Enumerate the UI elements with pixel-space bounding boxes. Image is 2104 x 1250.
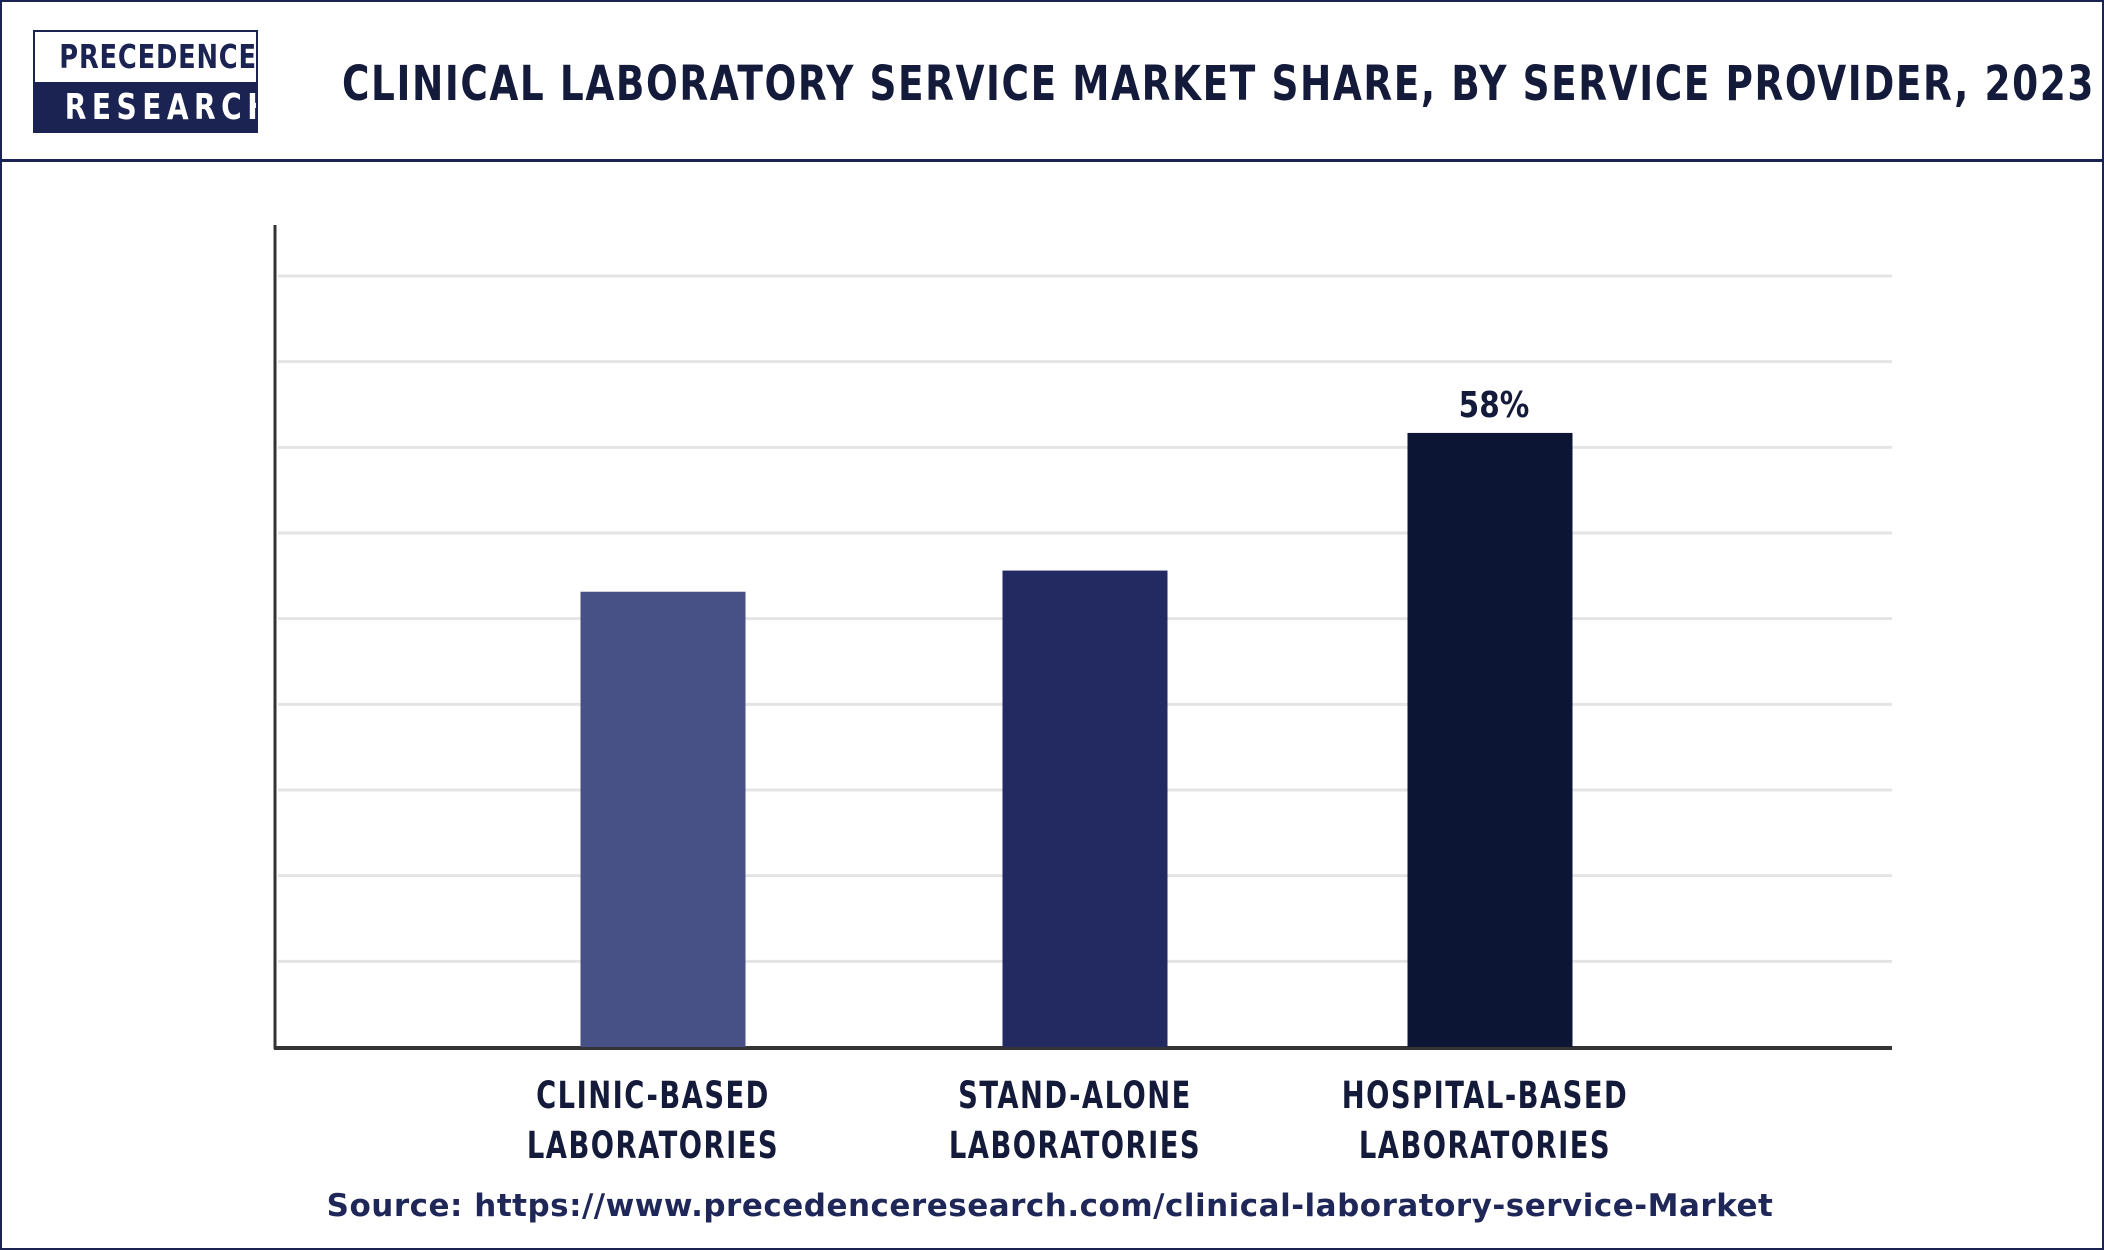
bar-hospital-based xyxy=(1407,432,1573,1047)
bar-clinic-based xyxy=(580,591,746,1047)
x-tick-label-hospital-based-1: HOSPITAL-BASED xyxy=(1342,1074,1629,1117)
data-label-hospital-based: 58% xyxy=(1459,383,1530,426)
precedence-research-logo: PRECEDENCE RESEARCH xyxy=(33,30,258,133)
logo-top-text: PRECEDENCE xyxy=(59,32,256,82)
logo-bottom-text: RESEARCH xyxy=(64,87,258,128)
bar-stand-alone xyxy=(1002,570,1168,1047)
x-tick-label-clinic-based-2: LABORATORIES xyxy=(527,1124,779,1167)
x-tick-label-stand-alone-1: STAND-ALONE xyxy=(958,1074,1192,1117)
x-tick-label-hospital-based-2: LABORATORIES xyxy=(1359,1124,1611,1167)
logo-bottom-band: RESEARCH xyxy=(35,82,258,131)
header: PRECEDENCE RESEARCH CLINICAL LABORATORY … xyxy=(2,2,2104,162)
x-tick-label-clinic-based-1: CLINIC-BASED xyxy=(536,1074,770,1117)
x-tick-label-stand-alone-2: LABORATORIES xyxy=(949,1124,1201,1167)
source-citation: Source: https://www.precedenceresearch.c… xyxy=(326,1188,1774,1224)
